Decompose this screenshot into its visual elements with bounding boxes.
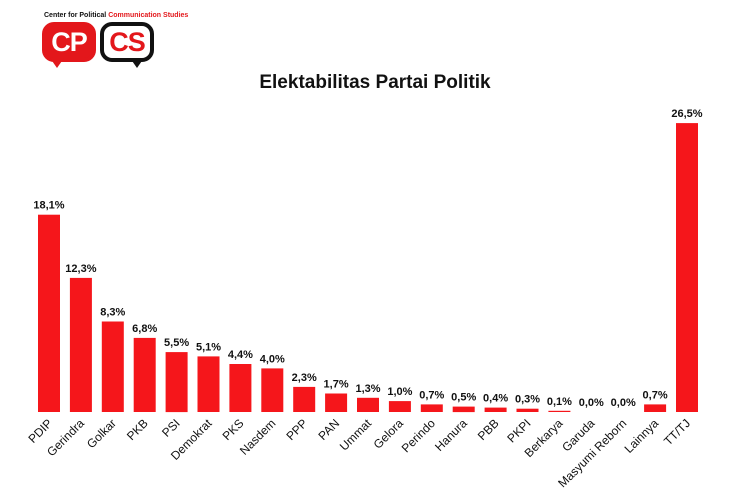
bar-pdip <box>38 214 60 412</box>
value-label-pks: 4,4% <box>228 349 253 361</box>
tick-label-pkb: PKB <box>124 416 151 443</box>
bar-perindo <box>420 404 443 412</box>
value-label-perindo: 0,7% <box>419 389 444 401</box>
logo-cp-badge: CP <box>42 22 96 62</box>
tick-label-pkpi: PKPI <box>504 416 533 445</box>
tick-label-ppp: PPP <box>283 416 310 443</box>
value-label-pkb: 6,8% <box>132 323 157 335</box>
bar-nasdem <box>261 368 284 412</box>
bar-berkarya <box>548 410 571 412</box>
value-label-gelora: 1,0% <box>387 386 412 398</box>
value-label-lainnya: 0,7% <box>643 389 668 401</box>
value-label-ummat: 1,3% <box>355 383 380 395</box>
bar-hanura <box>452 406 475 413</box>
value-label-gerindra: 12,3% <box>65 263 96 275</box>
value-label-tt-tj: 26,5% <box>671 108 702 120</box>
tick-label-pan: PAN <box>315 416 342 443</box>
bar-lainnya <box>644 404 667 412</box>
tick-label-nasdem: Nasdem <box>237 416 278 457</box>
tick-label-pbb: PBB <box>475 416 502 443</box>
bar-pbb <box>484 407 507 412</box>
value-label-pbb: 0,4% <box>483 393 508 405</box>
bar-pks <box>229 364 252 412</box>
value-label-pan: 1,7% <box>324 379 349 391</box>
chart-title: Elektabilitas Partai Politik <box>259 72 491 93</box>
tick-label-perindo: Perindo <box>399 416 438 455</box>
logo-caption-prefix: Center for Political <box>44 12 109 19</box>
tick-label-ummat: Ummat <box>337 416 375 454</box>
value-label-berkarya: 0,1% <box>547 396 572 408</box>
bars-group <box>38 123 698 413</box>
value-label-masyumi-reborn: 0,0% <box>611 397 636 409</box>
logo-cp-tail <box>50 58 64 68</box>
value-label-demokrat: 5,1% <box>196 341 221 353</box>
tick-label-lainnya: Lainnya <box>622 416 662 456</box>
tick-label-pks: PKS <box>220 416 247 443</box>
bar-pkb <box>133 337 156 412</box>
bar-tt-tj <box>676 123 698 412</box>
bar-gelora <box>388 401 411 412</box>
tick-label-hanura: Hanura <box>432 416 470 454</box>
cpcs-logo: Center for Political Communication Studi… <box>20 6 188 68</box>
value-label-pkpi: 0,3% <box>515 394 540 406</box>
value-label-garuda: 0,0% <box>579 397 604 409</box>
bar-psi <box>165 352 188 413</box>
value-label-hanura: 0,5% <box>451 392 476 404</box>
tick-label-tt-tj: TT/TJ <box>661 416 693 448</box>
logo-caption: Center for Political Communication Studi… <box>44 12 188 19</box>
value-label-pdip: 18,1% <box>33 200 64 212</box>
bar-golkar <box>101 321 124 412</box>
tick-label-golkar: Golkar <box>84 416 119 451</box>
bar-pan <box>325 393 348 412</box>
logo-caption-accent: Communication Studies <box>108 12 189 19</box>
value-label-psi: 5,5% <box>164 337 189 349</box>
logo-cs-badge: CS <box>100 22 154 62</box>
bar-gerindra <box>69 277 92 412</box>
bar-ppp <box>293 386 316 412</box>
logo-cs-tail <box>130 58 144 68</box>
value-label-golkar: 8,3% <box>100 307 125 319</box>
value-labels-group: 18,1% 12,3% 8,3% 6,8% 5,5% 5,1% 4,4% 4,0% 2,3% 1,… <box>33 108 702 409</box>
bar-demokrat <box>197 356 220 412</box>
bar-pkpi <box>516 408 539 412</box>
value-label-ppp: 2,3% <box>292 372 317 384</box>
bar-ummat <box>357 397 379 412</box>
value-label-nasdem: 4,0% <box>260 353 285 365</box>
tick-label-psi: PSI <box>159 416 183 440</box>
